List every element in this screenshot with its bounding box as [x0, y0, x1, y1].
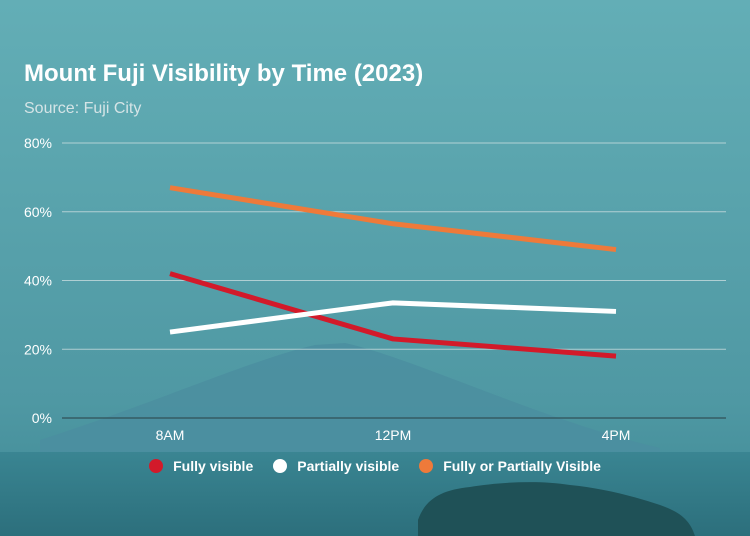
x-tick-label: 4PM: [602, 427, 631, 443]
y-axis-ticks: 0% 20% 40% 60% 80%: [24, 135, 52, 426]
chart-title: Mount Fuji Visibility by Time (2023): [24, 60, 424, 87]
x-tick-label: 12PM: [375, 427, 412, 443]
legend-marker: [273, 459, 288, 473]
y-tick-label: 60%: [24, 204, 52, 220]
legend-label: Partially visible: [297, 458, 400, 474]
legend-item[interactable]: Fully or Partially Visible: [419, 458, 601, 474]
series-line-1: [169, 300, 617, 335]
legend-marker: [419, 459, 434, 473]
chart-series: [169, 185, 617, 359]
y-tick-label: 40%: [24, 273, 52, 289]
legend-label: Fully visible: [173, 458, 254, 474]
series-line-2: [169, 185, 617, 253]
legend-item[interactable]: Partially visible: [273, 458, 399, 474]
y-tick-label: 0%: [32, 410, 52, 426]
mountain-silhouette: [40, 343, 660, 460]
series-line-0: [169, 271, 617, 359]
island-silhouette: [418, 482, 695, 536]
legend-item[interactable]: Fully visible: [149, 458, 253, 474]
chart-subtitle: Source: Fuji City: [24, 100, 142, 117]
legend-label: Fully or Partially Visible: [443, 458, 601, 474]
chart-legend: Fully visible Partially visible Fully or P…: [0, 458, 750, 474]
legend-marker: [149, 459, 164, 473]
x-axis-ticks: 8AM 12PM 4PM: [156, 427, 631, 443]
x-tick-label: 8AM: [156, 427, 185, 443]
chart-grid: [62, 142, 726, 419]
y-tick-label: 80%: [24, 135, 52, 151]
y-tick-label: 20%: [24, 341, 52, 357]
